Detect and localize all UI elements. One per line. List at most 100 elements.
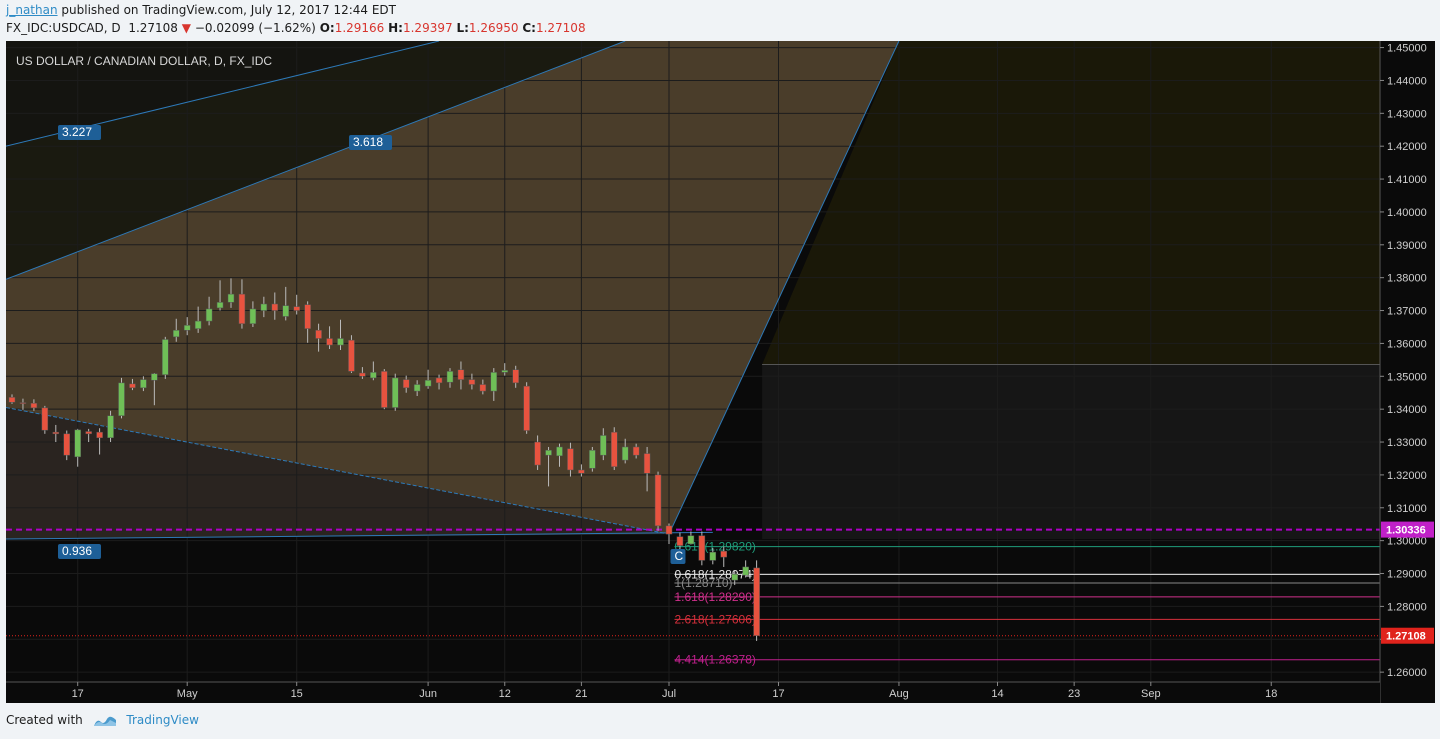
created-with-text: Created with bbox=[6, 713, 83, 727]
author-link[interactable]: j_nathan bbox=[6, 3, 58, 17]
candle bbox=[731, 570, 738, 586]
y-tick-label: 1.45000 bbox=[1387, 43, 1427, 55]
y-tick-label: 1.26000 bbox=[1387, 667, 1427, 679]
candle bbox=[194, 306, 202, 333]
candle bbox=[545, 446, 552, 487]
y-tick-label: 1.40000 bbox=[1387, 207, 1427, 219]
y-tick-label: 1.37000 bbox=[1387, 306, 1427, 318]
pitch-line-0936 bbox=[6, 531, 713, 540]
candle bbox=[30, 399, 38, 411]
candle-body bbox=[621, 446, 629, 461]
y-tick-label: 1.29000 bbox=[1387, 569, 1427, 581]
candle-body bbox=[52, 431, 60, 435]
last-price: 1.27108 bbox=[128, 21, 178, 35]
y-tick-label: 1.28000 bbox=[1387, 601, 1427, 613]
candle-body bbox=[118, 382, 125, 416]
pitch-point-c-box bbox=[670, 549, 686, 564]
candle-body bbox=[19, 402, 27, 404]
candle bbox=[337, 319, 344, 350]
x-tick-label: Jun bbox=[419, 688, 437, 700]
candle bbox=[370, 361, 377, 381]
candle-body bbox=[370, 372, 377, 379]
candle-body bbox=[742, 566, 749, 576]
candle-body bbox=[107, 415, 114, 439]
x-tick-label: Aug bbox=[889, 688, 909, 700]
pitch-label-3618-text: 3.618 bbox=[353, 135, 383, 149]
y-tick-label: 1.33000 bbox=[1387, 437, 1427, 449]
pitch-point-c: C bbox=[670, 549, 686, 564]
candle bbox=[293, 294, 300, 315]
candle-body bbox=[315, 330, 322, 339]
candle bbox=[676, 532, 684, 552]
candle-body bbox=[567, 448, 574, 471]
pitchfork-fill-main bbox=[6, 41, 899, 535]
candle-body bbox=[183, 325, 191, 331]
candle bbox=[8, 394, 16, 404]
pitch-label-0936-box bbox=[58, 544, 101, 559]
fib-label: 4.414(1.26378) bbox=[674, 653, 755, 667]
candle bbox=[556, 443, 563, 467]
candle bbox=[665, 523, 673, 544]
candle bbox=[600, 428, 607, 461]
candle-body bbox=[611, 431, 618, 467]
candle bbox=[260, 296, 268, 318]
candle-body bbox=[260, 303, 268, 311]
candle bbox=[52, 424, 60, 443]
candle-body bbox=[457, 369, 465, 380]
candle-body bbox=[468, 379, 476, 385]
candle-body bbox=[249, 308, 257, 324]
candle-body bbox=[687, 535, 695, 545]
candle-body bbox=[392, 377, 399, 408]
x-tick-label: 17 bbox=[772, 688, 784, 700]
candle-body bbox=[446, 371, 454, 383]
candle bbox=[742, 560, 749, 578]
x-tick-label: 12 bbox=[499, 688, 511, 700]
candle bbox=[611, 427, 618, 470]
tradingview-logo-icon[interactable] bbox=[93, 714, 117, 728]
pitch-label-3227-box bbox=[58, 125, 101, 140]
candle bbox=[567, 442, 574, 477]
low-label: L: bbox=[456, 21, 469, 35]
candle bbox=[74, 428, 81, 467]
current-price-tag: 1.27108 bbox=[1381, 627, 1434, 644]
x-tick-label: 23 bbox=[1068, 688, 1080, 700]
candle-body bbox=[326, 338, 333, 346]
candle-body bbox=[227, 293, 235, 303]
resistance-price-tag-box bbox=[1381, 521, 1434, 538]
candle bbox=[446, 368, 454, 388]
candle-body bbox=[534, 441, 541, 466]
pitch-label-3227: 3.227 bbox=[58, 125, 101, 140]
candle bbox=[632, 443, 640, 459]
candle bbox=[501, 363, 508, 376]
chart-frame[interactable]: 0.618(1.29820) 0.618(1.28974) 1(1.28710) 1.… bbox=[6, 41, 1435, 703]
candle bbox=[216, 280, 224, 311]
candle bbox=[578, 464, 585, 477]
candle-body bbox=[151, 373, 158, 381]
candle bbox=[19, 398, 27, 410]
candle bbox=[687, 531, 695, 545]
pitch-label-0936-text: 0.936 bbox=[62, 544, 92, 558]
candle-body bbox=[140, 379, 147, 389]
candle bbox=[359, 367, 366, 379]
candle bbox=[173, 318, 180, 342]
low-value: 1.26950 bbox=[468, 21, 519, 35]
candle bbox=[720, 546, 727, 567]
candle-body bbox=[698, 535, 706, 561]
candle-body bbox=[271, 303, 279, 311]
candle bbox=[238, 279, 246, 329]
chart-title: US DOLLAR / CANADIAN DOLLAR, D, FX_IDC bbox=[16, 54, 272, 68]
symbol-label: FX_IDC:USDCAD, D bbox=[6, 21, 121, 35]
price-chart[interactable]: 0.618(1.29820)0.618(1.28974)1(1.28710)1.… bbox=[6, 41, 1435, 703]
y-tick-label: 1.30000 bbox=[1387, 536, 1427, 548]
zone-gray bbox=[762, 364, 1380, 540]
candle-body bbox=[96, 431, 103, 439]
high-label: H: bbox=[388, 21, 403, 35]
candle-body bbox=[129, 383, 136, 389]
x-tick-label: 17 bbox=[72, 688, 84, 700]
time-axis bbox=[6, 682, 1380, 703]
candle-body bbox=[523, 385, 530, 431]
candle-body bbox=[600, 435, 607, 456]
candle bbox=[249, 301, 257, 327]
tradingview-brand-link[interactable]: TradingView bbox=[126, 713, 199, 727]
candle-body bbox=[205, 308, 213, 322]
